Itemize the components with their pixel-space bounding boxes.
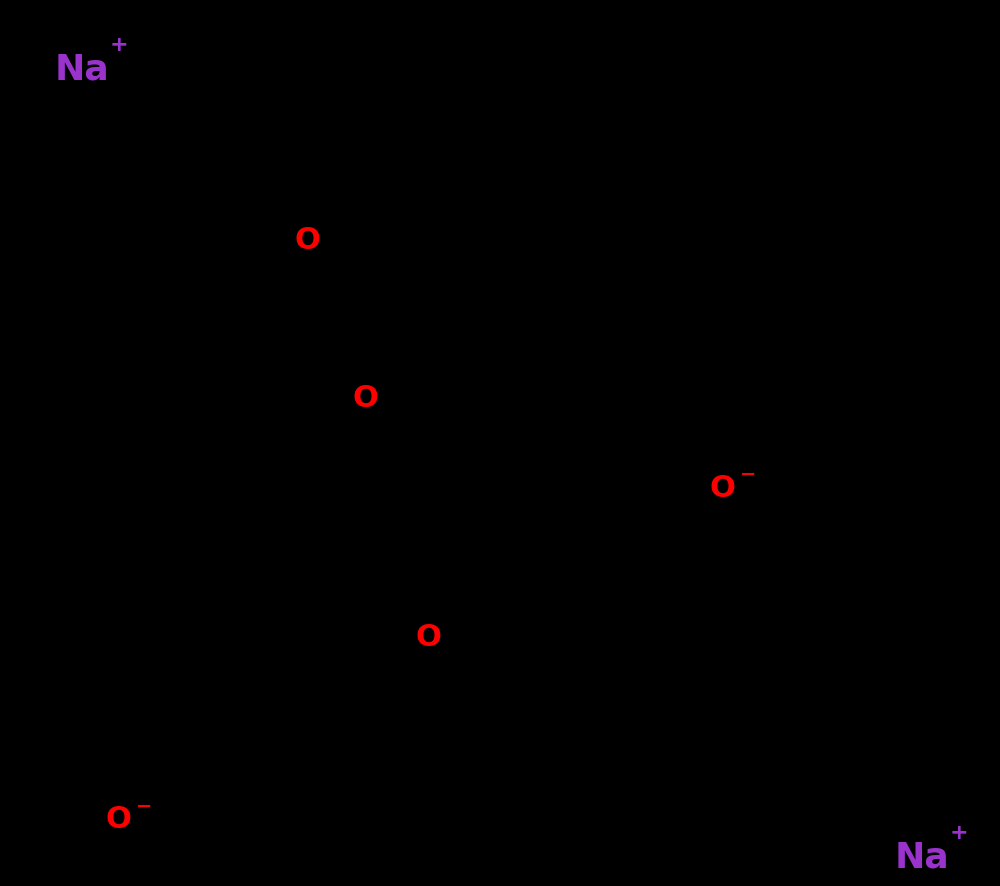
Text: +: + [950,823,969,843]
Text: O: O [294,226,320,254]
Text: O: O [415,624,441,652]
Text: −: − [740,464,756,484]
Text: O: O [105,805,131,835]
Text: Na: Na [895,840,950,874]
Text: O: O [709,473,735,502]
Text: +: + [110,35,129,55]
Text: −: − [136,797,152,815]
Text: Na: Na [55,52,110,86]
Text: O: O [352,384,378,413]
